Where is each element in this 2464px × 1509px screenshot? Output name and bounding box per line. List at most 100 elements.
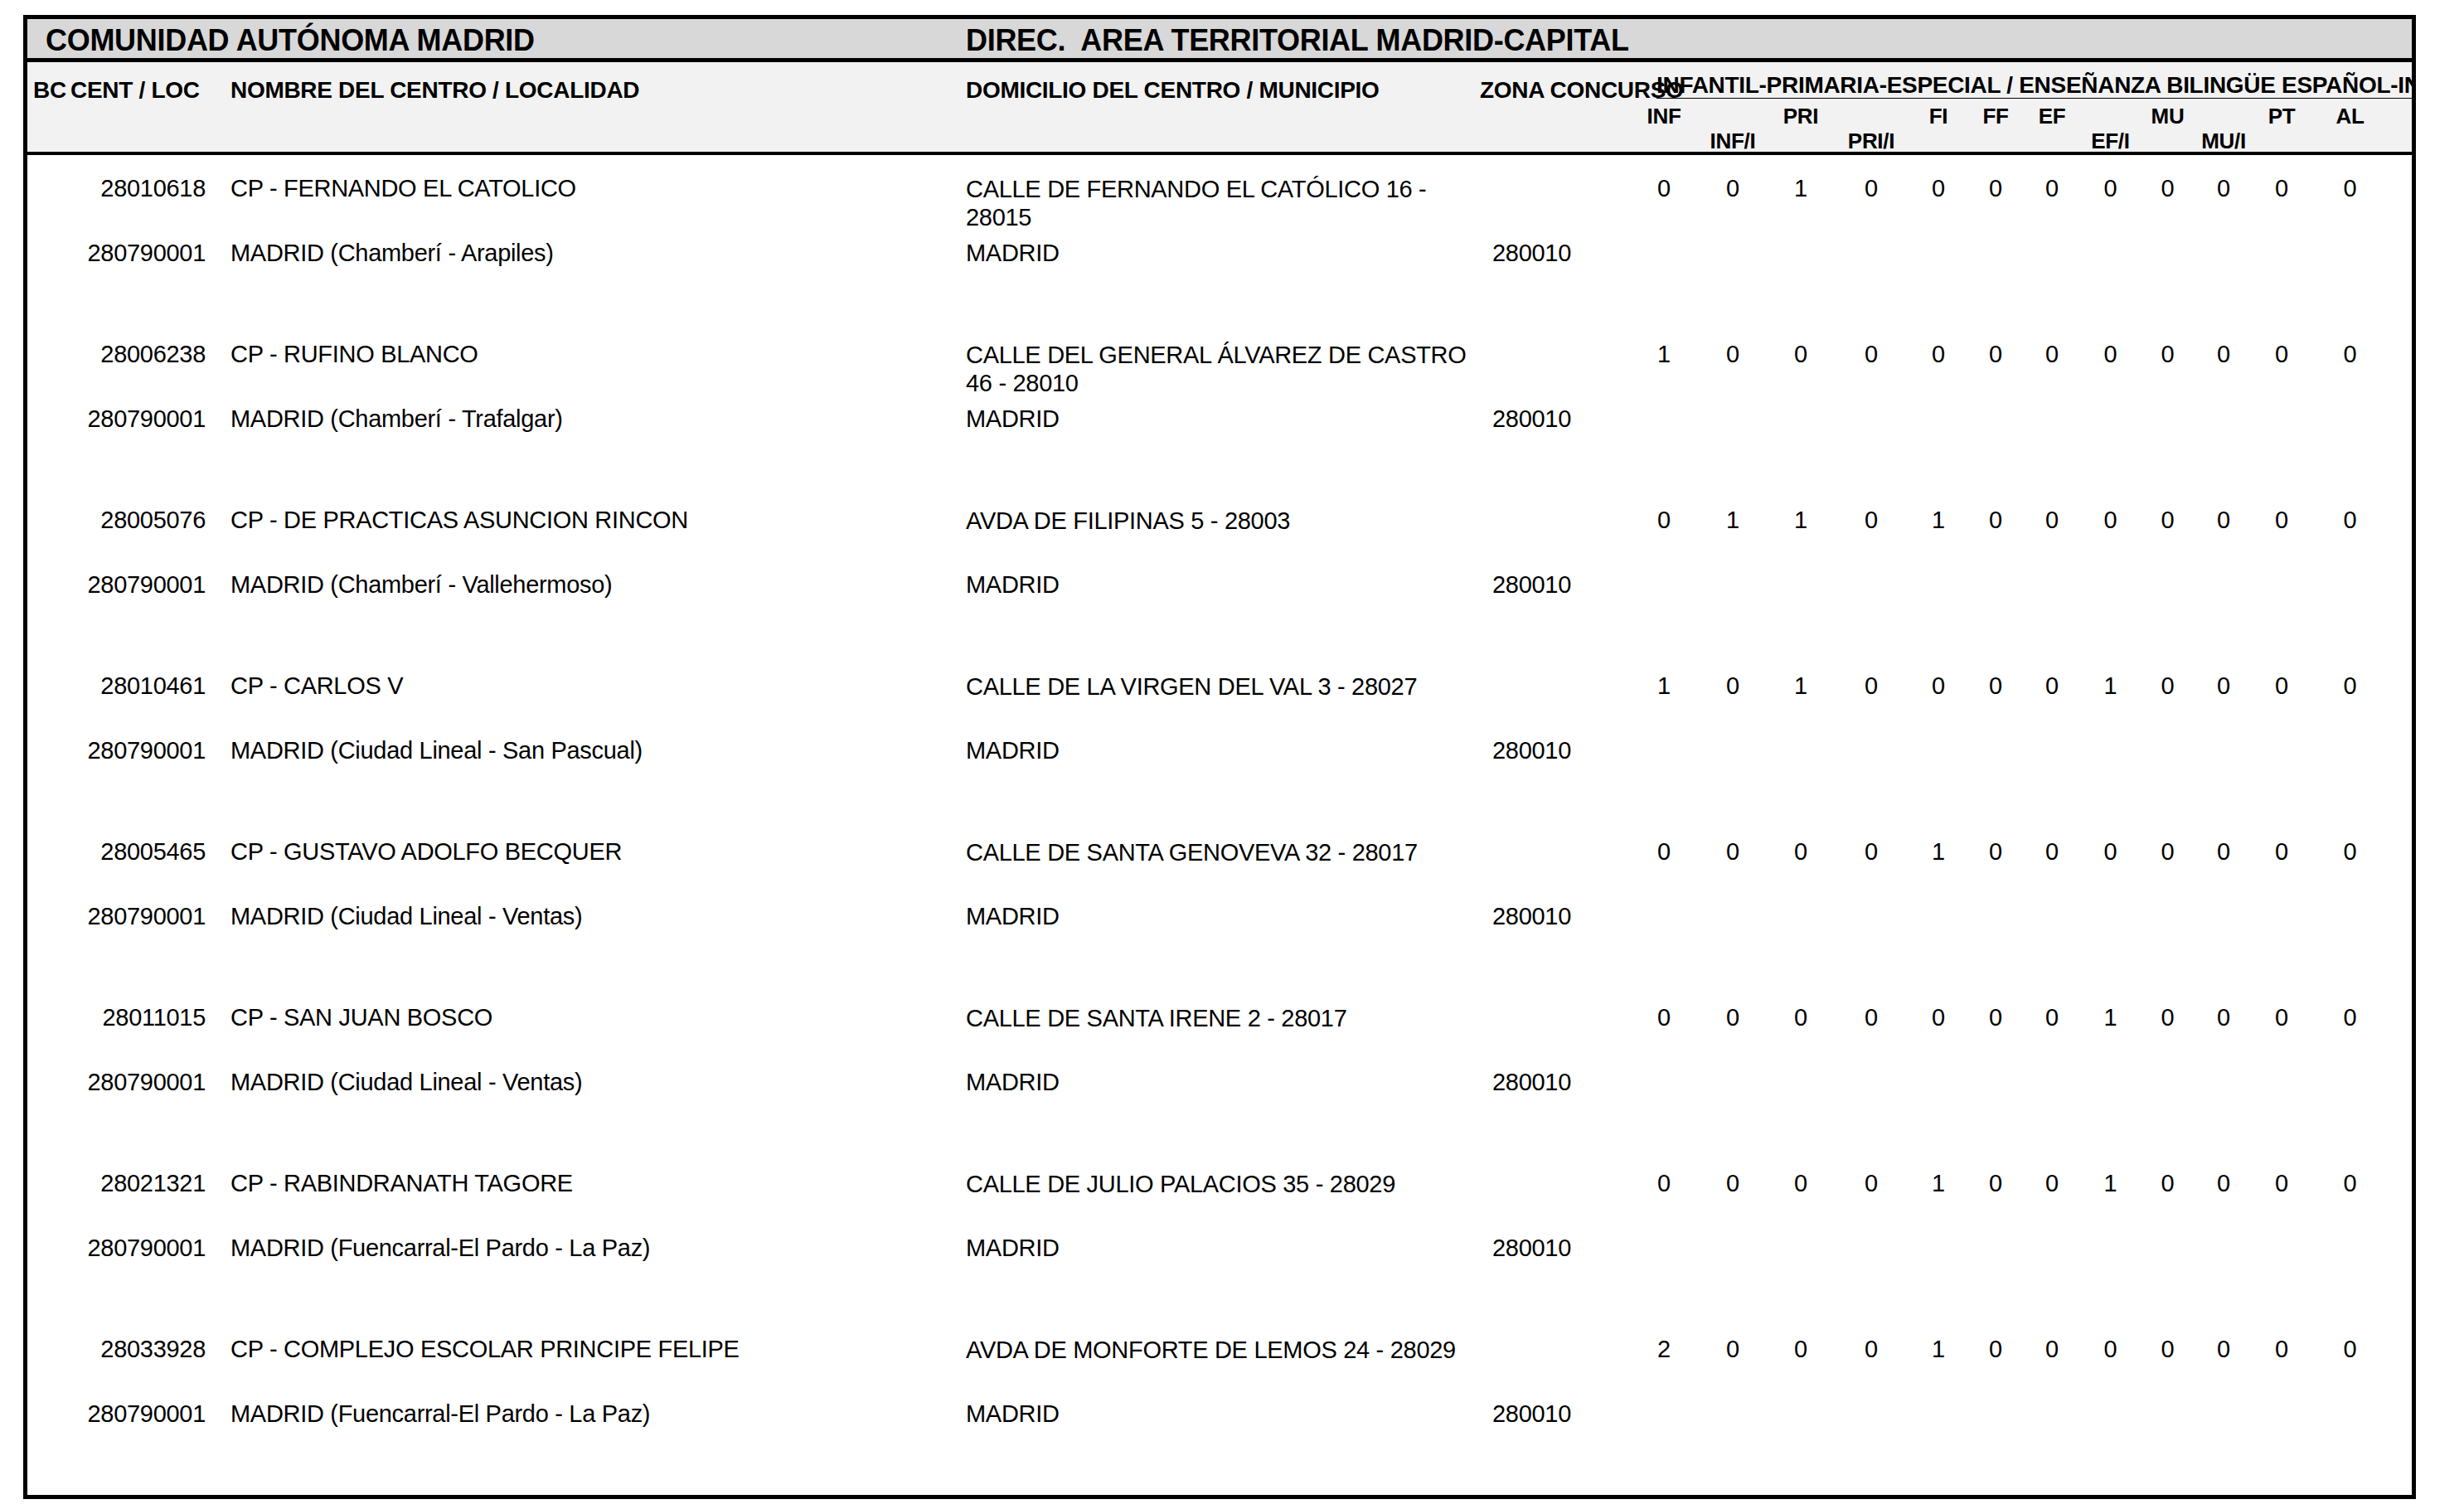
municipality: MADRID (966, 571, 1480, 664)
value-fi: 0 (1908, 1004, 1969, 1069)
locality-code: 280790001 (27, 1069, 206, 1162)
value-pt: 0 (2251, 1170, 2312, 1235)
value-al: 0 (2312, 175, 2388, 240)
value-mu-i: 0 (2196, 838, 2251, 903)
value-pri: 1 (1767, 672, 1835, 737)
locality-code: 280790001 (27, 1235, 206, 1327)
subcolumn-pri: PRI (1767, 104, 1835, 129)
center-code: 28005465 (27, 838, 206, 903)
subcolumn-ff: FF (1969, 104, 2022, 129)
region-title: COMUNIDAD AUTÓNOMA MADRID (46, 19, 535, 62)
center-code: 28005076 (27, 507, 206, 571)
value-inf: 0 (1629, 1004, 1699, 1069)
value-al: 0 (2312, 838, 2388, 903)
locality-code: 280790001 (27, 405, 206, 498)
value-ef: 0 (2022, 175, 2082, 240)
column-group-header-bilingue: INFANTIL-PRIMARIA-ESPECIAL / ENSEÑANZA B… (1656, 72, 2412, 99)
subcolumn-mu: MU (2139, 104, 2196, 129)
value-inf: 0 (1629, 175, 1699, 240)
locality-name: MADRID (Chamberí - Arapiles) (206, 240, 966, 332)
table-row: 28010618 CP - FERNANDO EL CATOLICO CALLE… (27, 167, 2412, 332)
locality-code: 280790001 (27, 737, 206, 830)
value-fi: 0 (1908, 175, 1969, 240)
value-ef-i: 0 (2082, 1336, 2139, 1400)
value-ef-i: 0 (2082, 175, 2139, 240)
value-inf-i: 1 (1699, 507, 1767, 571)
municipality: MADRID (966, 240, 1480, 332)
value-ff: 0 (1969, 175, 2022, 240)
table-row: 28021321 CP - RABINDRANATH TAGORE CALLE … (27, 1162, 2412, 1327)
center-code: 28010461 (27, 672, 206, 737)
value-pt: 0 (2251, 507, 2312, 571)
center-address: CALLE DEL GENERAL ÁLVAREZ DE CASTRO 46 -… (966, 341, 1480, 405)
value-pri-i: 0 (1835, 838, 1908, 903)
value-al: 0 (2312, 507, 2388, 571)
center-name: CP - GUSTAVO ADOLFO BECQUER (206, 838, 966, 903)
value-ef: 0 (2022, 838, 2082, 903)
value-inf-i: 0 (1699, 1004, 1767, 1069)
zona-concurso-value: 280010 (1480, 405, 1629, 498)
center-name: CP - COMPLEJO ESCOLAR PRINCIPE FELIPE (206, 1336, 966, 1400)
value-mu-i: 0 (2196, 507, 2251, 571)
value-mu: 0 (2139, 1336, 2196, 1400)
value-mu-i: 0 (2196, 1170, 2251, 1235)
value-ef-i: 1 (2082, 1004, 2139, 1069)
value-inf: 1 (1629, 341, 1699, 405)
value-ef-i: 0 (2082, 507, 2139, 571)
value-fi: 1 (1908, 1336, 1969, 1400)
center-name: CP - CARLOS V (206, 672, 966, 737)
center-name: CP - SAN JUAN BOSCO (206, 1004, 966, 1069)
value-ef: 0 (2022, 1004, 2082, 1069)
subcolumn-mu-i: MU/I (2196, 129, 2251, 153)
locality-code: 280790001 (27, 240, 206, 332)
table-row: 28005465 CP - GUSTAVO ADOLFO BECQUER CAL… (27, 830, 2412, 996)
value-pri-i: 0 (1835, 507, 1908, 571)
value-inf-i: 0 (1699, 1336, 1767, 1400)
subcolumn-ef-i: EF/I (2082, 129, 2139, 153)
value-mu-i: 0 (2196, 341, 2251, 405)
value-ff: 0 (1969, 341, 2022, 405)
value-pri-i: 0 (1835, 175, 1908, 240)
locality-name: MADRID (Fuencarral-El Pardo - La Paz) (206, 1235, 966, 1327)
center-code: 28010618 (27, 175, 206, 240)
value-pri: 0 (1767, 341, 1835, 405)
value-mu-i: 0 (2196, 1336, 2251, 1400)
subcolumn-pt: PT (2251, 104, 2312, 129)
locality-name: MADRID (Chamberí - Trafalgar) (206, 405, 966, 498)
value-ff: 0 (1969, 672, 2022, 737)
value-inf-i: 0 (1699, 672, 1767, 737)
value-mu: 0 (2139, 672, 2196, 737)
value-pri: 0 (1767, 1170, 1835, 1235)
value-pri: 0 (1767, 1004, 1835, 1069)
value-ef-i: 0 (2082, 838, 2139, 903)
locality-code: 280790001 (27, 903, 206, 996)
locality-name: MADRID (Ciudad Lineal - Ventas) (206, 1069, 966, 1162)
value-pri-i: 0 (1835, 341, 1908, 405)
value-fi: 0 (1908, 672, 1969, 737)
value-pri-i: 0 (1835, 1004, 1908, 1069)
subcolumn-ef: EF (2022, 104, 2082, 129)
value-inf: 0 (1629, 838, 1699, 903)
value-ff: 0 (1969, 1336, 2022, 1400)
value-pri: 0 (1767, 838, 1835, 903)
territorial-direction-title: DIREC. AREA TERRITORIAL MADRID-CAPITAL (966, 19, 1629, 62)
municipality: MADRID (966, 903, 1480, 996)
value-al: 0 (2312, 341, 2388, 405)
subcolumn-inf-i: INF/I (1699, 129, 1767, 153)
value-al: 0 (2312, 672, 2388, 737)
column-header-cent-loc: CENT / LOC (70, 77, 200, 104)
value-mu: 0 (2139, 341, 2196, 405)
center-name: CP - RABINDRANATH TAGORE (206, 1170, 966, 1235)
center-address: CALLE DE SANTA IRENE 2 - 28017 (966, 1004, 1480, 1069)
center-name: CP - FERNANDO EL CATOLICO (206, 175, 966, 240)
table-frame: COMUNIDAD AUTÓNOMA MADRID DIREC. AREA TE… (23, 15, 2416, 1499)
column-header-bar: BC CENT / LOC NOMBRE DEL CENTRO / LOCALI… (27, 62, 2412, 155)
value-pri: 1 (1767, 507, 1835, 571)
zona-concurso-value: 280010 (1480, 903, 1629, 996)
value-pt: 0 (2251, 672, 2312, 737)
value-inf: 2 (1629, 1336, 1699, 1400)
value-fi: 1 (1908, 1170, 1969, 1235)
municipality: MADRID (966, 1235, 1480, 1327)
value-ff: 0 (1969, 1170, 2022, 1235)
title-bar: COMUNIDAD AUTÓNOMA MADRID DIREC. AREA TE… (27, 19, 2412, 62)
